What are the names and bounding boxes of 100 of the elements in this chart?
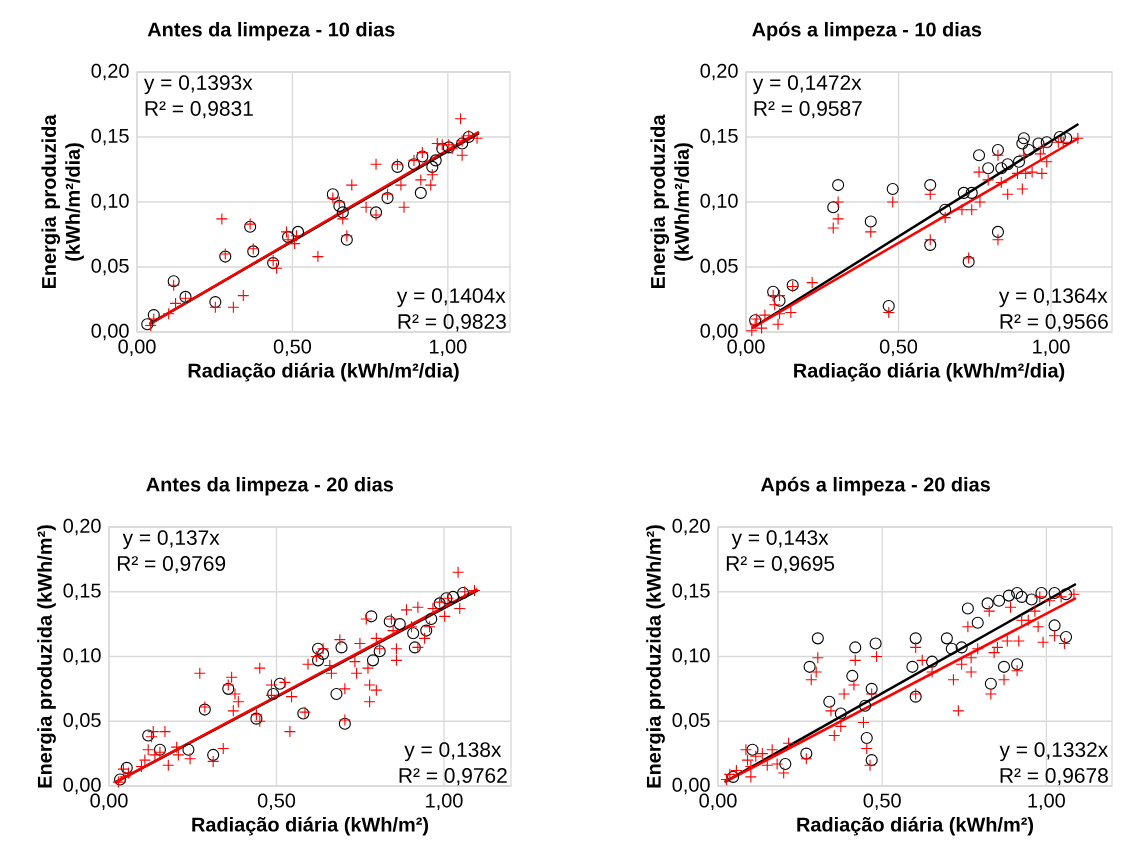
point xyxy=(471,132,484,145)
point xyxy=(739,743,752,756)
point xyxy=(882,306,895,319)
x-tick-label: 0,50 xyxy=(863,793,901,810)
point xyxy=(870,650,883,663)
point xyxy=(1012,634,1025,647)
y-tick-label: 0,00 xyxy=(672,777,710,795)
y-tick-label: 0,00 xyxy=(91,323,129,341)
point xyxy=(456,149,469,162)
point xyxy=(924,179,937,192)
point xyxy=(909,632,922,645)
point xyxy=(784,306,797,319)
point xyxy=(982,173,995,186)
chart-title: Após a limpeza - 10 dias xyxy=(752,21,982,41)
point xyxy=(832,212,845,225)
point xyxy=(1032,620,1045,633)
x-tick-label: 1,00 xyxy=(426,793,463,810)
point xyxy=(939,203,952,216)
point xyxy=(832,179,845,192)
point xyxy=(1071,132,1084,145)
point xyxy=(209,301,222,314)
point xyxy=(906,660,919,673)
point xyxy=(340,229,353,242)
point xyxy=(962,251,975,264)
point xyxy=(1001,634,1014,647)
point xyxy=(865,687,878,701)
point xyxy=(291,225,305,238)
point xyxy=(857,716,870,729)
point xyxy=(1016,137,1029,150)
point xyxy=(863,759,877,772)
y-tick-label: 0,15 xyxy=(91,128,129,146)
point xyxy=(869,637,882,650)
point xyxy=(886,182,899,196)
chart-title: Após a limpeza - 20 dias xyxy=(760,476,990,496)
point xyxy=(1012,155,1026,168)
point xyxy=(962,255,975,268)
y-tick-label: 0,20 xyxy=(91,63,129,81)
point xyxy=(779,757,792,771)
annotation: y = 0,137x xyxy=(122,530,220,550)
point xyxy=(961,620,974,633)
point xyxy=(766,743,779,756)
point xyxy=(924,238,937,251)
point xyxy=(924,188,937,201)
point xyxy=(997,673,1011,686)
point xyxy=(1026,166,1039,179)
x-axis-title: Radiação diária (kWh/m²/dia) xyxy=(794,362,1065,382)
point xyxy=(290,229,303,242)
point xyxy=(865,682,878,695)
point xyxy=(446,142,459,155)
point xyxy=(767,285,780,298)
point xyxy=(447,590,460,603)
point xyxy=(939,211,952,224)
point xyxy=(886,195,899,209)
x-tick-label: 1,00 xyxy=(429,339,467,356)
y-tick-label: 0,00 xyxy=(700,323,738,341)
point xyxy=(147,309,160,322)
point xyxy=(1032,137,1045,150)
point xyxy=(414,173,427,186)
point xyxy=(237,289,250,302)
point xyxy=(995,162,1008,175)
annotation: y = 0,1364x xyxy=(998,288,1108,308)
y-axis-title: Energia produzida (kWh/m²/dia) xyxy=(650,114,693,289)
point xyxy=(991,143,1004,157)
point xyxy=(957,186,970,199)
point xyxy=(1060,588,1073,601)
point xyxy=(827,201,840,214)
point xyxy=(420,624,433,637)
point xyxy=(834,707,847,720)
y-tick-label: 0,10 xyxy=(672,648,710,665)
point xyxy=(865,754,878,767)
annotation: y = 0,138x xyxy=(404,742,502,762)
point xyxy=(849,654,862,667)
point xyxy=(162,307,175,320)
point xyxy=(182,743,195,756)
point xyxy=(823,695,836,708)
point xyxy=(369,158,383,171)
point xyxy=(1035,167,1048,180)
point xyxy=(811,632,824,645)
point xyxy=(365,610,378,623)
point xyxy=(425,612,438,625)
x-axis-title: Radiação diária (kWh/m²/dia) xyxy=(188,362,459,382)
point xyxy=(955,641,968,654)
point xyxy=(982,162,995,175)
point xyxy=(1002,589,1015,602)
point xyxy=(1060,132,1073,145)
point xyxy=(1043,594,1056,607)
point xyxy=(777,766,790,780)
point xyxy=(407,154,421,167)
annotation: y = 0,1404x xyxy=(396,288,506,308)
annotation: R² = 0,9566 xyxy=(1000,314,1108,332)
point xyxy=(771,757,784,771)
point xyxy=(1048,586,1061,600)
point xyxy=(847,678,860,692)
point xyxy=(335,641,348,654)
point xyxy=(803,660,816,673)
point xyxy=(727,770,740,783)
point xyxy=(1017,132,1030,145)
point xyxy=(1048,629,1061,642)
y-tick-label: 0,20 xyxy=(700,63,738,81)
point xyxy=(393,618,406,631)
